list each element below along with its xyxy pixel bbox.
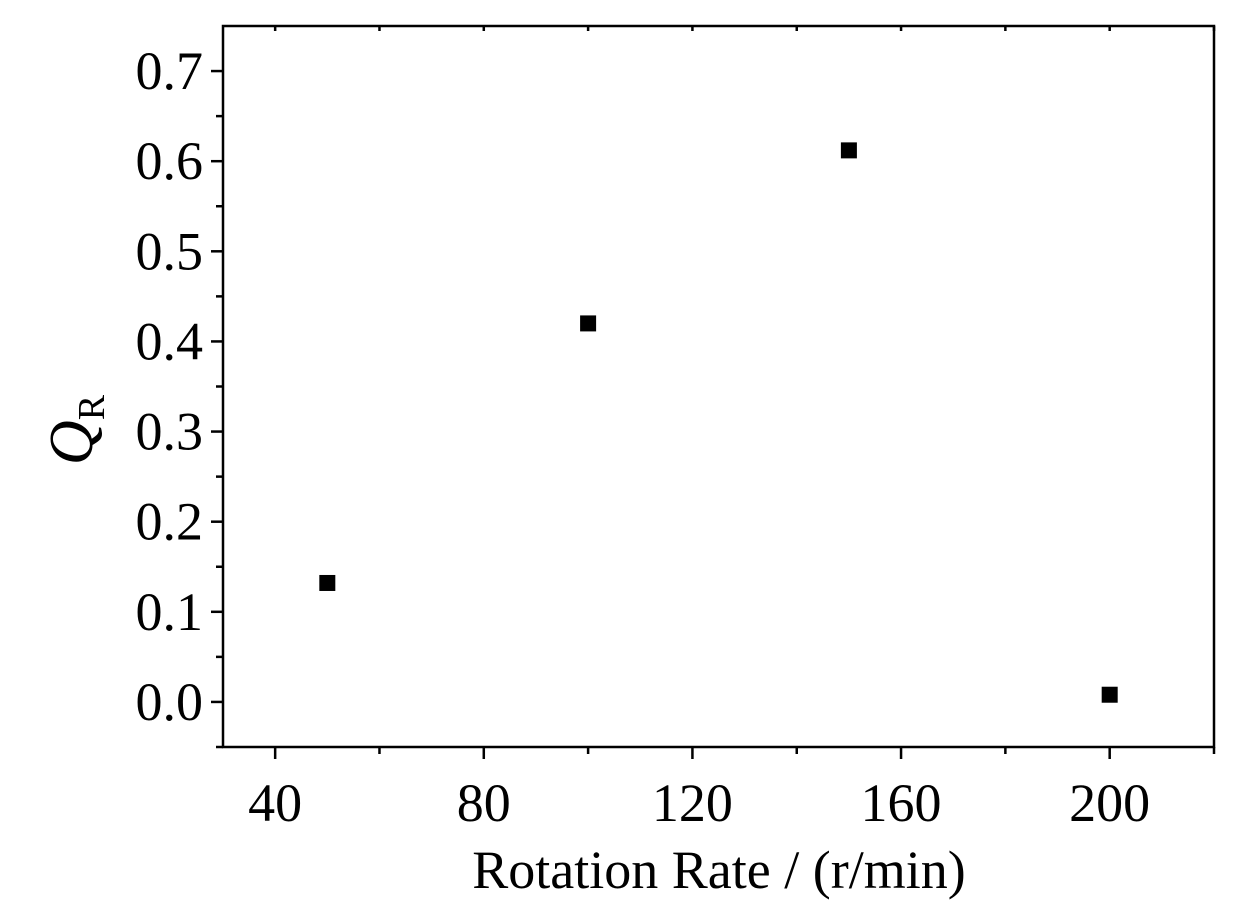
y-tick-label: 0.3 bbox=[136, 402, 204, 462]
y-tick-label: 0.7 bbox=[136, 41, 204, 101]
y-tick-label: 0.4 bbox=[136, 311, 204, 371]
x-tick-label: 200 bbox=[1069, 773, 1150, 833]
y-tick-label: 0.0 bbox=[136, 672, 204, 732]
y-axis-title: QR bbox=[38, 394, 113, 465]
data-points bbox=[319, 142, 1118, 703]
y-tick-label: 0.1 bbox=[136, 582, 204, 642]
data-point bbox=[580, 315, 597, 332]
x-tick-label: 80 bbox=[457, 773, 511, 833]
tick-labels: 40 80 120 160 200 0.0 0.1 0.2 0.3 0.4 0.5 0.6 0.7 bbox=[136, 41, 1151, 833]
data-point bbox=[1101, 686, 1118, 703]
y-tick-label: 0.5 bbox=[136, 221, 204, 281]
y-tick-label: 0.6 bbox=[136, 131, 204, 191]
x-tick-label: 160 bbox=[861, 773, 942, 833]
y-tick-label: 0.2 bbox=[136, 492, 204, 552]
data-point bbox=[840, 142, 857, 159]
x-axis-title: Rotation Rate / (r/min) bbox=[472, 840, 965, 900]
x-tick-label: 120 bbox=[652, 773, 733, 833]
x-tick-label: 40 bbox=[248, 773, 302, 833]
y-axis-title-symbol: Q bbox=[38, 420, 106, 465]
y-axis-title-subscript: R bbox=[71, 394, 113, 420]
axis-ticks bbox=[211, 26, 1216, 759]
data-point bbox=[319, 574, 336, 591]
plot-frame bbox=[221, 24, 1216, 749]
svg-text:QR: QR bbox=[38, 394, 113, 465]
